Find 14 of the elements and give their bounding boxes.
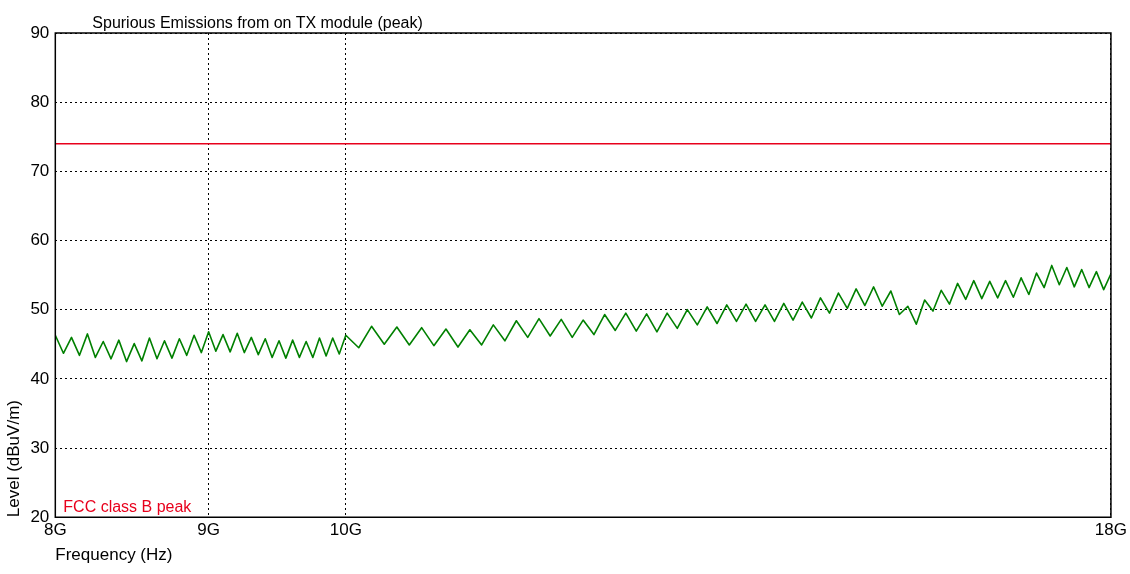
x-axis-title: Frequency (Hz) — [55, 545, 173, 565]
y-tick-label: 80 — [30, 91, 50, 111]
y-tick-label: 30 — [30, 437, 50, 457]
y-tick-label: 50 — [30, 299, 50, 319]
y-tick-label: 90 — [30, 22, 50, 42]
y-tick-label: 70 — [30, 161, 50, 181]
ref-line-label: FCC class B peak — [63, 497, 193, 515]
x-tick-label: 9G — [197, 520, 220, 540]
x-tick-label: 18G — [1094, 520, 1127, 540]
y-tick-label: 60 — [30, 230, 50, 250]
y-axis-title: Level (dBuV/m) — [3, 400, 23, 518]
chart-title: Spurious Emissions from on TX module (peak) — [92, 14, 423, 32]
y-tick-label: 40 — [30, 368, 50, 388]
x-tick-label: 10G — [329, 520, 362, 540]
